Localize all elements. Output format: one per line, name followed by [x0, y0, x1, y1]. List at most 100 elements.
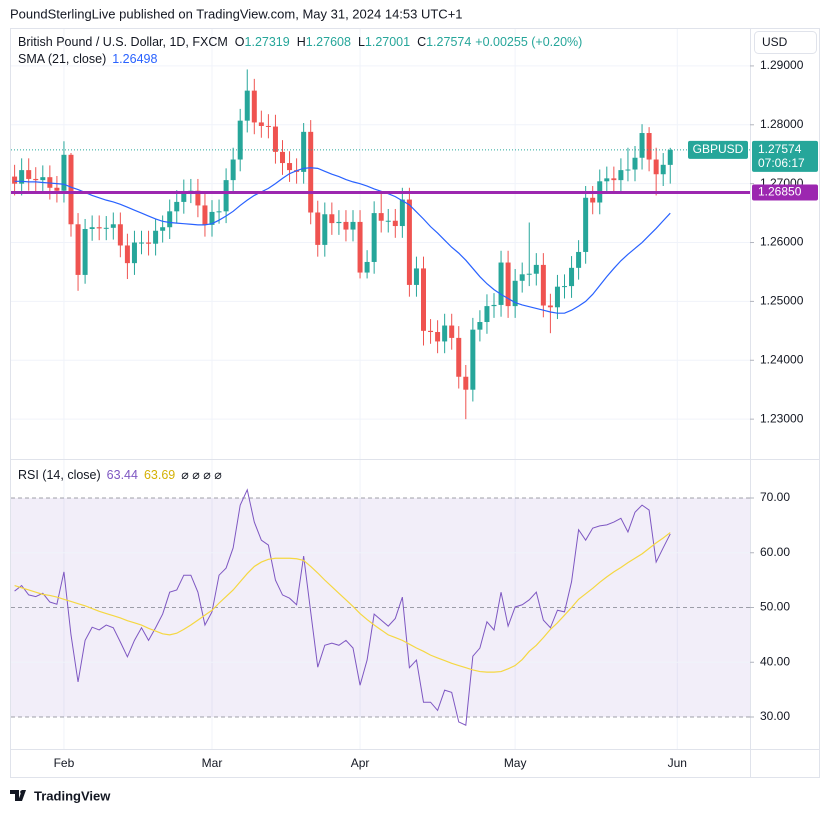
rsi-band — [11, 497, 750, 718]
candle-body — [533, 264, 539, 274]
candle-body — [477, 322, 483, 330]
candle-body — [357, 221, 363, 273]
candle-body — [576, 251, 582, 268]
hline-tag — [752, 184, 818, 201]
candle-body — [350, 221, 356, 230]
sma-line — [14, 167, 671, 314]
candle-body — [287, 163, 293, 171]
y-tick-label: 30.00 — [760, 709, 790, 723]
candle-body — [519, 274, 525, 281]
candle-body — [258, 122, 264, 126]
rsi-legend: RSI (14, close) 63.44 63.69 ⌀ ⌀ ⌀ ⌀ — [18, 468, 222, 482]
x-tick-label: May — [504, 756, 527, 770]
candle-body — [230, 159, 236, 181]
candle-body — [540, 264, 546, 306]
countdown: 07:06:17 — [758, 156, 805, 170]
candle-body — [421, 268, 426, 331]
candle-body — [646, 133, 652, 160]
ticker-tag — [688, 140, 748, 159]
ohlc-value: 1.27319 — [245, 35, 290, 49]
candle-body — [491, 304, 497, 307]
candle-body — [590, 197, 596, 203]
candle-body — [251, 90, 257, 123]
candle-body — [209, 211, 215, 225]
candle-body — [547, 305, 553, 308]
candle-body — [280, 151, 285, 164]
candle-body — [75, 224, 81, 275]
change: +0.00255 (+0.20%) — [475, 35, 582, 49]
candle-body — [639, 133, 645, 158]
y-tick-label: 50.00 — [760, 600, 790, 614]
candle-body — [399, 199, 405, 227]
candle-body — [413, 268, 419, 285]
candle-body — [632, 157, 638, 170]
y-tick-label: 60.00 — [760, 545, 790, 559]
y-tick-label: 1.25000 — [760, 294, 804, 308]
currency-button[interactable] — [754, 31, 817, 54]
candle-body — [449, 325, 455, 338]
currency[interactable]: USD — [762, 35, 788, 49]
candle-body — [89, 227, 95, 229]
candle-body — [562, 286, 567, 288]
candle-body — [153, 230, 159, 244]
brand: TradingView — [34, 788, 111, 803]
candle-body — [498, 262, 504, 305]
candle-body — [237, 120, 243, 160]
candle-body — [526, 273, 532, 275]
candle-body — [308, 131, 314, 213]
candle-body — [385, 220, 391, 222]
candle-body — [463, 376, 469, 390]
symbol: British Pound / U.S. Dollar, 1D, FXCM — [18, 35, 228, 49]
frame — [10, 28, 820, 778]
candle-body — [19, 170, 25, 184]
candle-body — [625, 169, 631, 171]
candle-body — [336, 221, 342, 224]
ohlc-value: 1.27001 — [365, 35, 410, 49]
candle-body — [265, 125, 271, 127]
candle-body — [174, 201, 180, 212]
candle-body — [484, 306, 490, 323]
candle-body — [660, 164, 666, 175]
ohlc-label: C — [417, 35, 426, 49]
candle-body — [371, 213, 377, 262]
candle-body — [364, 261, 370, 273]
x-tick-label: Apr — [351, 756, 370, 770]
candle-body — [583, 197, 589, 252]
rsi-empty-values: ⌀ ⌀ ⌀ ⌀ — [181, 468, 222, 482]
candle-body — [456, 337, 462, 377]
hline-label: 1.26850 — [758, 185, 802, 199]
ohlc-value: 1.27608 — [306, 35, 351, 49]
candle-body — [301, 131, 307, 172]
y-tick-label: 40.00 — [760, 654, 790, 668]
candle-body — [216, 211, 222, 213]
y-tick-label: 1.26000 — [760, 235, 804, 249]
rsi-line — [14, 532, 671, 673]
candle-body — [406, 199, 412, 285]
candle-body — [618, 170, 624, 181]
published-line: PoundSterlingLive published on TradingVi… — [10, 6, 463, 21]
candle-body — [569, 267, 575, 287]
candle-body — [131, 242, 137, 264]
candle-body — [329, 214, 335, 224]
candle-body — [12, 176, 18, 184]
ohlc-label: O — [235, 35, 245, 49]
candle-body — [103, 227, 109, 229]
sma-legend: SMA (21, close) 1.26498 — [18, 52, 157, 66]
candle-body — [96, 227, 102, 229]
candle-body — [442, 325, 448, 342]
candle-body — [392, 220, 398, 227]
candle-body — [82, 228, 88, 275]
candle-body — [428, 330, 434, 333]
candle-body — [68, 154, 74, 225]
ohlc-label: L — [358, 35, 365, 49]
candle-body — [272, 126, 278, 152]
candle-body — [505, 262, 511, 307]
candle-body — [470, 329, 476, 390]
price-pane — [11, 29, 750, 459]
logo-dot — [20, 790, 24, 794]
x-tick-label: Jun — [668, 756, 687, 770]
rsi-value: 63.44 — [107, 468, 138, 482]
last-price-tag — [752, 140, 818, 172]
candle-body — [124, 245, 130, 264]
